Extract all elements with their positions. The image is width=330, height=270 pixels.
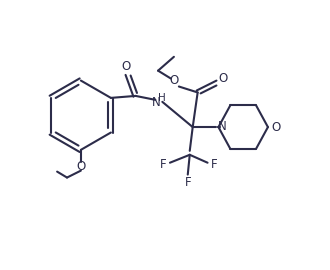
Text: F: F bbox=[211, 158, 218, 171]
Text: O: O bbox=[271, 121, 280, 134]
Text: O: O bbox=[121, 60, 130, 73]
Text: O: O bbox=[219, 72, 228, 85]
Text: F: F bbox=[184, 176, 191, 189]
Text: N: N bbox=[218, 120, 227, 133]
Text: F: F bbox=[160, 158, 166, 171]
Text: N: N bbox=[152, 96, 161, 109]
Text: O: O bbox=[76, 160, 85, 173]
Text: H: H bbox=[158, 93, 166, 103]
Text: O: O bbox=[169, 74, 179, 87]
